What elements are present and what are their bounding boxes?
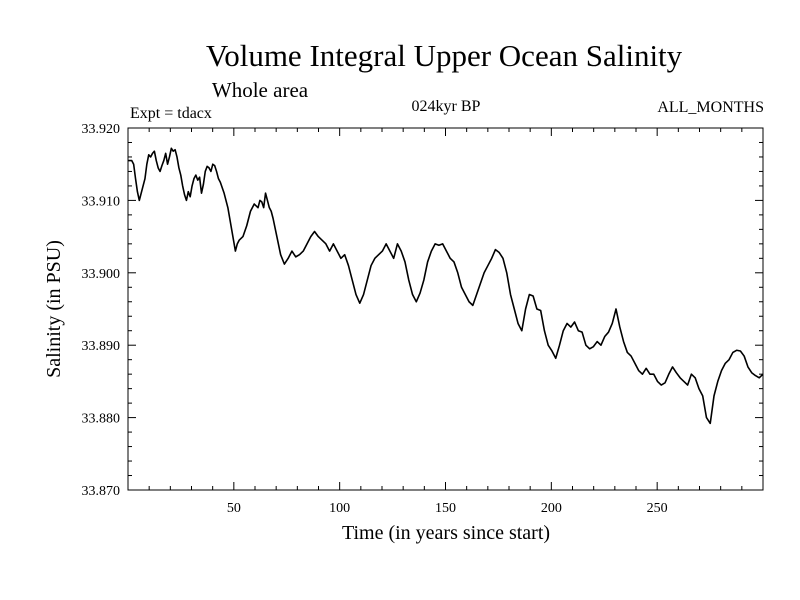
chart-subtitle: Whole area xyxy=(212,78,309,102)
axis-ticks xyxy=(128,128,763,490)
y-axis-label: Salinity (in PSU) xyxy=(43,240,65,378)
y-tick-label: 33.870 xyxy=(82,484,121,499)
y-tick-label: 33.900 xyxy=(82,267,121,282)
x-tick-label: 100 xyxy=(329,501,350,516)
months-annotation: ALL_MONTHS xyxy=(657,99,764,116)
axis-tick-labels: 50 100 150 200 250 33.870 33.880 33.890 33.900 33… xyxy=(82,122,668,516)
expt-annotation: Expt = tdacx xyxy=(130,105,212,122)
plot-frame xyxy=(127,127,764,491)
y-tick-label: 33.880 xyxy=(82,412,121,427)
y-tick-label: 33.890 xyxy=(82,339,121,354)
x-tick-label: 250 xyxy=(647,501,668,516)
y-tick-label: 33.910 xyxy=(82,194,121,209)
x-axis-label: Time (in years since start) xyxy=(342,522,550,544)
salinity-series-line xyxy=(128,147,764,425)
x-tick-label: 50 xyxy=(227,501,241,516)
y-tick-label: 33.920 xyxy=(82,122,121,137)
x-tick-label: 200 xyxy=(541,501,562,516)
x-tick-label: 150 xyxy=(435,501,456,516)
chart-title: Volume Integral Upper Ocean Salinity xyxy=(206,38,683,73)
period-annotation: 024kyr BP xyxy=(412,98,481,115)
